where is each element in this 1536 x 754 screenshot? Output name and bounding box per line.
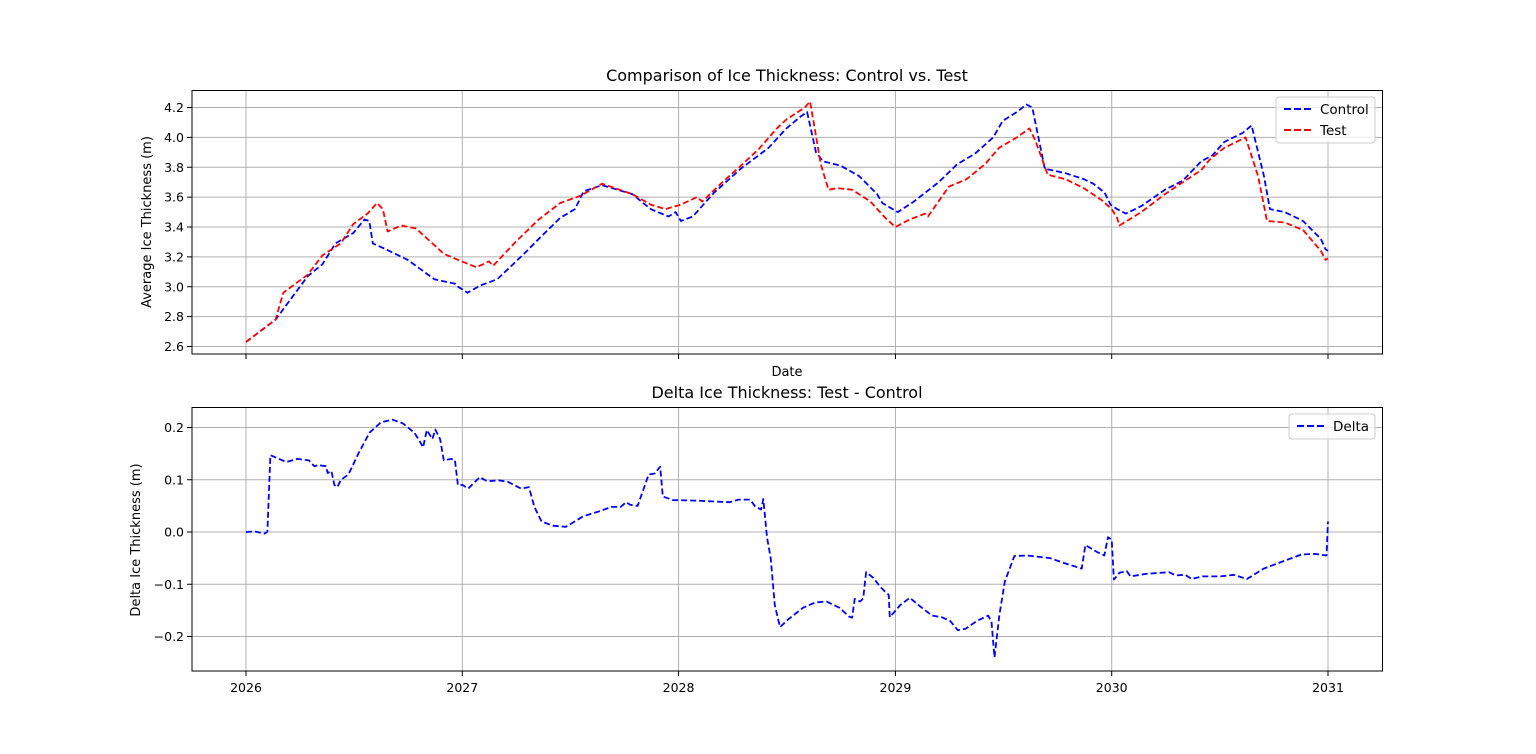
bottom-xtick-label-2031: 2031 (1312, 680, 1344, 695)
bottom-legend-box (1288, 413, 1376, 440)
bottom-y-axis-label: Delta Ice Thickness (m) (129, 463, 144, 616)
series-line-test (245, 100, 1329, 343)
bottom-ytick-label-2: 0.0 (164, 525, 184, 540)
bottom-legend: Delta (1288, 413, 1376, 440)
top-legend: Control Test (1275, 96, 1376, 144)
series-line-control (245, 103, 1329, 343)
bottom-ytick-label-0: −0.2 (154, 629, 184, 644)
top-ytick-label-1: 2.8 (164, 309, 184, 324)
top-y-ticks: 2.6 2.8 3.0 3.2 3.4 3.6 3.8 4.0 4.2 (164, 100, 192, 354)
top-ytick-label-6: 3.8 (164, 160, 184, 175)
legend-control-label: Control (1320, 102, 1369, 118)
top-y-axis-label: Average Ice Thickness (m) (140, 136, 155, 308)
bottom-gridlines (192, 407, 1383, 671)
bottom-xtick-label-2027: 2027 (446, 680, 478, 695)
bottom-ytick-label-1: −0.1 (154, 577, 184, 592)
top-ytick-label-5: 3.6 (164, 190, 184, 205)
bottom-xtick-label-2029: 2029 (880, 680, 912, 695)
bottom-y-ticks: −0.2 −0.1 0.0 0.1 0.2 (154, 420, 192, 644)
bottom-ytick-label-3: 0.1 (164, 472, 184, 487)
top-ytick-label-4: 3.4 (164, 220, 184, 235)
bottom-chart-title: Delta Ice Thickness: Test - Control (651, 383, 922, 402)
bottom-x-ticks: 2026 2027 2028 2029 2030 2031 (230, 671, 1344, 695)
top-series-lines (245, 100, 1329, 343)
top-ytick-label-0: 2.6 (164, 339, 184, 354)
comparison-chart: 2.6 2.8 3.0 3.2 3.4 3.6 3.8 4.0 4.2 Comparison o… (140, 66, 1383, 380)
top-ytick-label-3: 3.2 (164, 249, 184, 264)
delta-chart: 2026 2027 2028 2029 2030 2031 −0.2 −0.1 0.0 0.1 0… (129, 383, 1383, 695)
bottom-xtick-label-2030: 2030 (1096, 680, 1128, 695)
top-gridlines (192, 90, 1383, 354)
top-x-ticks (245, 354, 1329, 359)
top-ytick-label-8: 4.2 (164, 100, 184, 115)
bottom-xtick-label-2028: 2028 (663, 680, 695, 695)
legend-test-label: Test (1319, 123, 1347, 139)
top-axes-frame (191, 90, 1383, 355)
series-line-delta (245, 418, 1329, 659)
top-ytick-label-2: 3.0 (164, 279, 184, 294)
top-x-axis-label: Date (771, 365, 802, 380)
bottom-series-lines (245, 418, 1329, 659)
top-ytick-label-7: 4.0 (164, 130, 184, 145)
legend-delta-label: Delta (1333, 419, 1369, 435)
top-chart-title: Comparison of Ice Thickness: Control vs.… (606, 66, 968, 85)
bottom-ytick-label-4: 0.2 (164, 420, 184, 435)
bottom-axes-frame (191, 407, 1383, 672)
bottom-xtick-label-2026: 2026 (230, 680, 262, 695)
